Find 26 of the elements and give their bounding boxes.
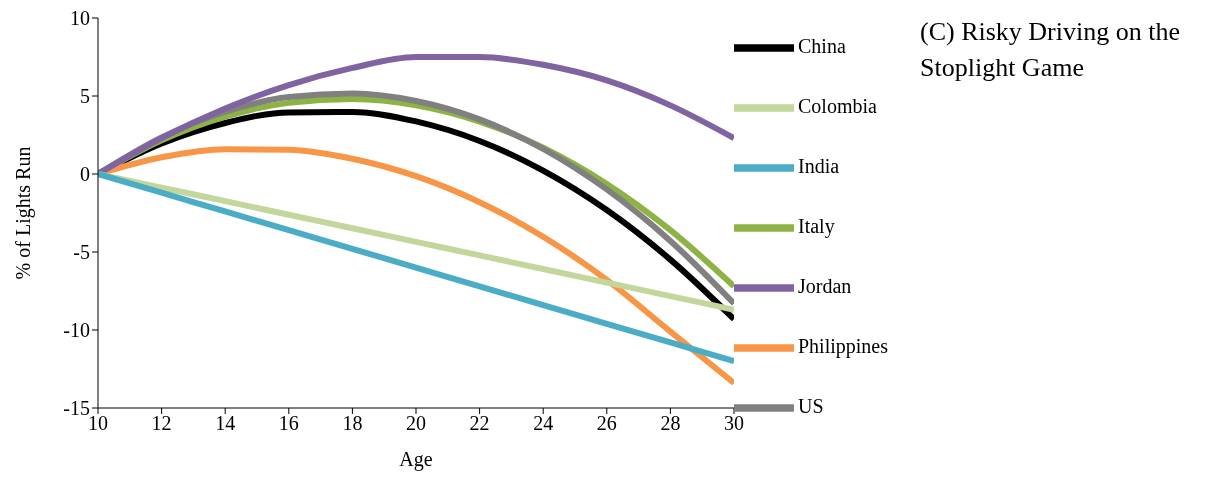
y-tick-label: -15: [63, 397, 90, 420]
x-tick-label: 14: [215, 412, 236, 435]
x-tick-label: 28: [660, 412, 681, 435]
x-tick-label: 26: [596, 412, 617, 435]
x-tick-label: 18: [342, 412, 363, 435]
x-tick-label: 30: [723, 412, 744, 435]
legend-label: Italy: [797, 214, 835, 237]
legend-label: Colombia: [797, 94, 877, 117]
text: (C) Risky Driving on the Stoplight Game: [920, 16, 1181, 84]
x-axis-title: Age: [399, 448, 433, 471]
y-tick-label: 10: [70, 7, 90, 30]
x-tick-label: 22: [469, 412, 490, 435]
y-tick-label: -10: [63, 319, 90, 342]
legend-label: India: [797, 154, 840, 177]
x-tick-label: 24: [533, 412, 554, 435]
y-tick-label: 0: [80, 163, 90, 186]
legend-label: China: [797, 34, 846, 57]
y-tick-label: 5: [80, 85, 90, 108]
x-tick-label: 12: [151, 412, 172, 435]
legend-label: US: [797, 394, 824, 417]
legend-label: Jordan: [797, 274, 852, 297]
legend-label: Philippines: [797, 334, 888, 357]
y-axis-title: % of Lights Run: [12, 146, 36, 280]
x-tick-label: 20: [405, 412, 426, 435]
x-tick-label: 16: [278, 412, 299, 435]
y-tick-label: -5: [73, 241, 90, 264]
